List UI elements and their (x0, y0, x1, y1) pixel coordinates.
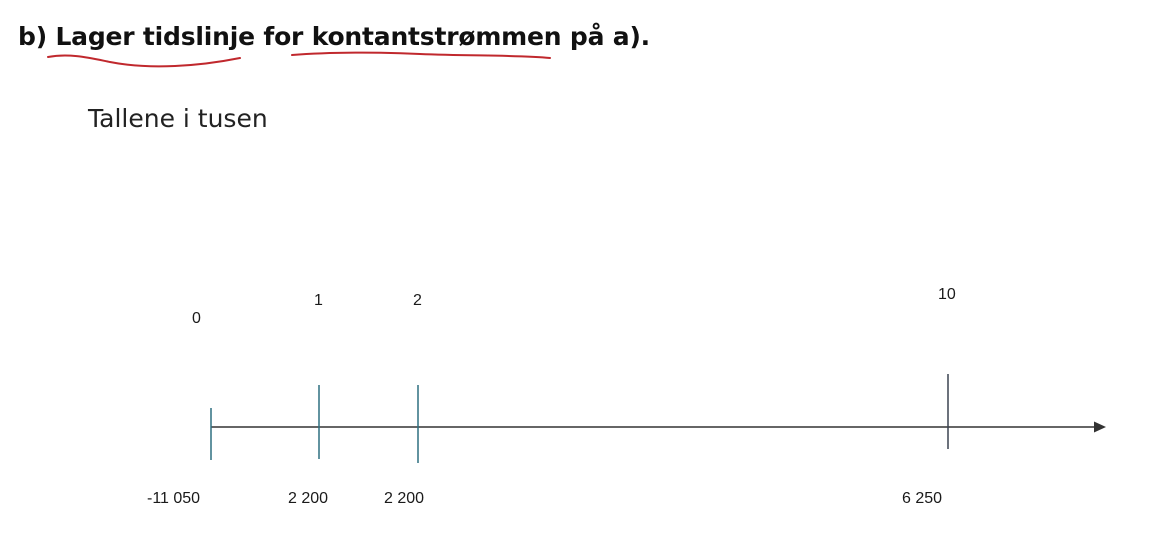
heading-text-underlined-2: kontantstrømmen på (311, 22, 605, 51)
period-label-0: 0 (192, 310, 201, 327)
amount-label-period-1: 2 200 (288, 490, 328, 507)
heading-text-plain: for (263, 22, 304, 51)
period-label-2: 2 (413, 292, 422, 309)
amount-label-period-10: 6 250 (902, 490, 942, 507)
timeline-arrow-head (1094, 421, 1106, 433)
heading-text-ref: a). (612, 22, 650, 51)
period-label-10: 10 (938, 286, 956, 303)
heading-part-label: b) (18, 22, 47, 51)
heading-text-underlined-1: Lager tidslinje (55, 22, 255, 51)
timeline-points: 0 -11 050 1 2 200 2 2 200 10 6 250 (147, 286, 956, 507)
period-label-1: 1 (314, 292, 323, 309)
amount-label-period-2: 2 200 (384, 490, 424, 507)
handwritten-underline-1 (47, 54, 241, 68)
heading: b) Lager tidslinje for kontantstrømmen p… (18, 22, 650, 51)
amount-label-period-0: -11 050 (147, 490, 200, 507)
subtitle: Tallene i tusen (88, 104, 268, 133)
handwritten-underline-2 (291, 51, 551, 59)
